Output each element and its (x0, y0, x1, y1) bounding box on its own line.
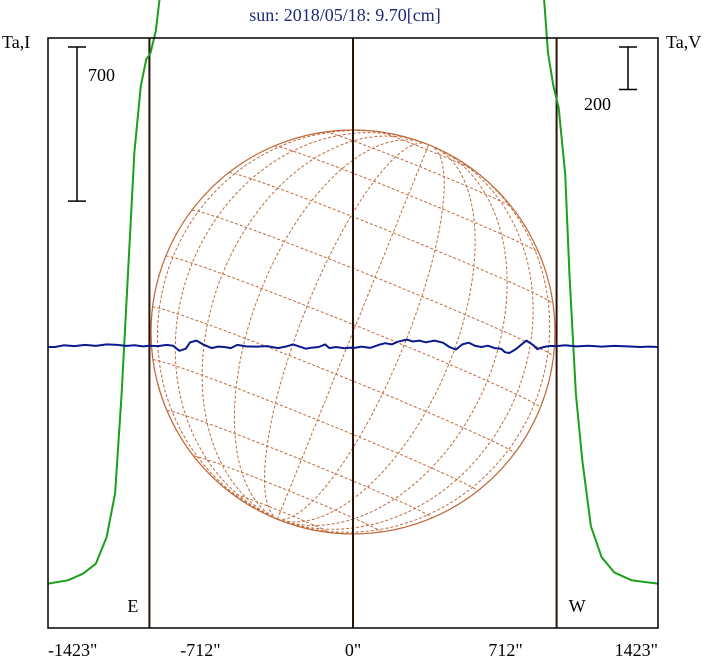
longitude-line (277, 145, 445, 521)
longitude-line (277, 146, 476, 523)
longitude-line (263, 142, 427, 520)
right-axis-label: Ta,V (666, 32, 701, 52)
longitude-line (277, 407, 541, 535)
x-tick-label: -1423" (48, 640, 97, 660)
chart-title: sun: 2018/05/18: 9.70[cm] (249, 5, 441, 25)
scale-bar-I-label: 700 (88, 65, 115, 85)
plot-frame (47, 37, 659, 629)
latitude-line (378, 131, 475, 171)
longitude-line (201, 135, 422, 520)
scale-bars: 700 200 (68, 46, 637, 202)
x-tick-label: 1423" (615, 640, 658, 660)
series-line-V (48, 338, 658, 354)
x-tick-label: -712" (180, 640, 220, 660)
series-layer (47, 0, 659, 585)
latitude-line (274, 145, 540, 254)
longitude-line (174, 132, 412, 520)
left-axis-label: Ta,I (2, 32, 30, 52)
longitude-line (157, 129, 400, 520)
series-line-I (47, 0, 659, 585)
x-axis-ticks: -1423" -712" 0" 712" 1423" (48, 640, 658, 660)
x-tick-label: 712" (488, 640, 522, 660)
latitude-line (165, 255, 541, 408)
limb-label: W (569, 596, 586, 616)
longitude-line (277, 157, 551, 533)
solar-disk-grid (150, 129, 556, 535)
longitude-line (150, 256, 278, 520)
limb-label: E (127, 596, 138, 616)
x-tick-label: 0" (345, 640, 361, 660)
scale-bar-V-label: 200 (584, 94, 611, 114)
longitude-line (277, 151, 534, 530)
longitude-line (276, 144, 430, 520)
longitude-line (233, 139, 424, 520)
latitude-line (228, 172, 554, 304)
